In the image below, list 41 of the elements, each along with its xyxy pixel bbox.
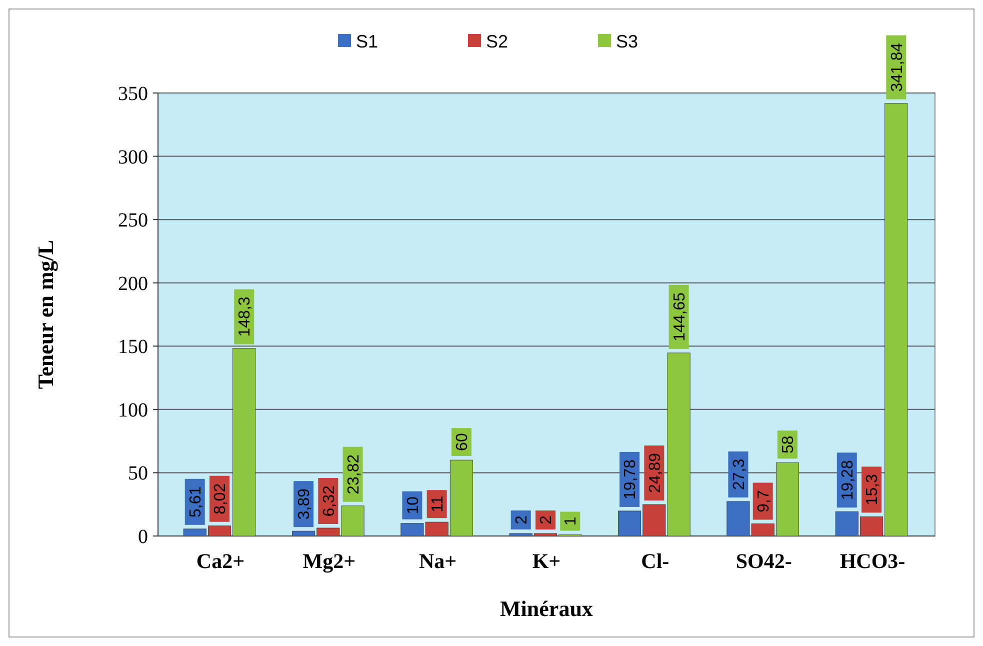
data-label: 6,32 xyxy=(320,485,338,517)
data-label: 341,84 xyxy=(888,42,906,92)
data-label: 24,89 xyxy=(646,452,664,494)
y-tick-label: 200 xyxy=(118,272,148,295)
data-label: 5,61 xyxy=(187,486,204,518)
y-tick-label: 100 xyxy=(118,399,148,422)
data-label: 144,65 xyxy=(671,292,688,342)
data-label: 2 xyxy=(513,515,530,524)
y-tick-label: 0 xyxy=(138,526,148,548)
legend-label: S1 xyxy=(356,31,378,52)
x-tick-label: Na+ xyxy=(419,549,457,573)
data-label: 2 xyxy=(538,515,556,524)
x-tick-label: HCO3- xyxy=(840,549,906,573)
data-label: 19,78 xyxy=(622,459,640,500)
x-tick-label: Ca2+ xyxy=(196,549,245,573)
x-tick-label: SO42- xyxy=(736,549,792,573)
y-tick-label: 50 xyxy=(128,462,148,485)
legend-label: S3 xyxy=(616,31,638,52)
data-label: 60 xyxy=(454,433,472,451)
data-label: 9,7 xyxy=(755,490,772,512)
data-label: 11 xyxy=(429,496,446,512)
data-label: 15,3 xyxy=(864,474,882,506)
data-label: 19,28 xyxy=(839,460,856,500)
legend-label: S2 xyxy=(486,31,508,52)
x-tick-label: Mg2+ xyxy=(302,549,356,573)
x-tick-label: Cl- xyxy=(641,549,670,573)
y-tick-label: 250 xyxy=(118,210,148,232)
data-label: 23,82 xyxy=(345,454,362,494)
y-tick-label: 350 xyxy=(118,83,148,105)
x-axis-title: Minéraux xyxy=(500,596,593,621)
y-axis-title: Teneur en mg/L xyxy=(33,240,58,390)
x-tick-label: K+ xyxy=(532,549,561,573)
data-label: 58 xyxy=(780,436,798,454)
data-label: 148,3 xyxy=(236,296,254,337)
data-label: 10 xyxy=(404,496,422,514)
data-label: 3,89 xyxy=(296,488,314,520)
y-tick-label: 150 xyxy=(118,336,148,358)
y-tick-label: 300 xyxy=(118,146,148,168)
data-label: 27,3 xyxy=(730,458,748,490)
data-label: 1 xyxy=(562,516,580,526)
data-label: 8,02 xyxy=(212,483,230,514)
